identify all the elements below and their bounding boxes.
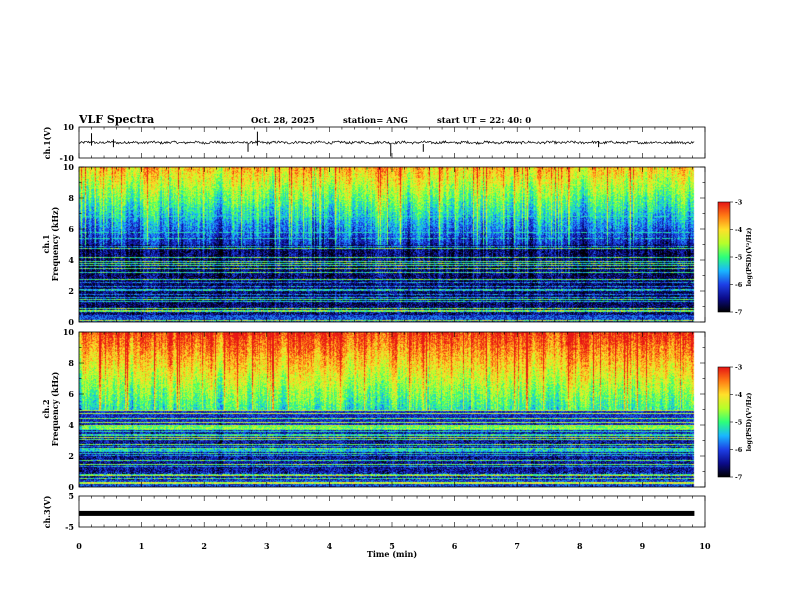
ch3-ytick-top: 5: [68, 491, 74, 501]
ch3-waveform-ticks: [78, 496, 706, 527]
ch2-channel-label: ch.2: [41, 399, 51, 418]
colorbar-tick-label: -4: [735, 226, 743, 234]
ch1-colorbar-tick-labels: -3 -4 -5 -6 -7: [730, 199, 743, 317]
colorbar-tick-label: -3: [735, 199, 743, 207]
ch1-spectrogram-ticks: [78, 166, 706, 323]
time-tick-label: 1: [139, 541, 145, 551]
ch2-colorbar: -3 -4 -5 -6 -7 log(PSD)(V²/Hz): [717, 364, 753, 482]
frequency-tick-label: 10: [63, 162, 75, 172]
frequency-tick-label: 2: [68, 286, 74, 296]
time-tick-label: 10: [699, 541, 711, 551]
time-axis-label: Time (min): [367, 549, 417, 559]
ch2-spectrogram-ticks: [78, 331, 706, 488]
time-tick-label: 2: [201, 541, 207, 551]
ch1-frequency-tick-labels: 0 2 4 6 8 10: [63, 162, 75, 327]
ch1-waveform-ylabel: ch.1(V): [42, 126, 52, 159]
time-tick-label: 8: [577, 541, 583, 551]
colorbar-tick-label: -4: [735, 391, 743, 399]
time-tick-label: 3: [264, 541, 270, 551]
ch1-channel-label: ch.1: [41, 234, 51, 253]
colorbar-tick-label: -6: [735, 446, 743, 454]
time-tick-label: 4: [327, 541, 333, 551]
ch1-frequency-ylabel: Frequency (kHz): [50, 206, 60, 281]
time-tick-label: 7: [514, 541, 520, 551]
colorbar-tick-label: -6: [735, 281, 743, 289]
ch1-waveform-panel: 10 -10 ch.1(V): [42, 122, 706, 163]
ch1-colorbar: -3 -4 -5 -6 -7 log(PSD)(V²/Hz): [717, 199, 753, 317]
colorbar-tick-label: -5: [735, 254, 743, 262]
frequency-tick-label: 6: [68, 224, 74, 234]
frequency-tick-label: 6: [68, 389, 74, 399]
ch3-waveform-panel: 5 -5 ch.3(V): [42, 491, 706, 532]
colorbar-tick-label: -5: [735, 419, 743, 427]
date-label: Oct. 28, 2025: [251, 116, 315, 126]
time-tick-label: 6: [452, 541, 458, 551]
start-time-label: start UT = 22: 40: 0: [437, 116, 531, 126]
frequency-tick-label: 10: [63, 327, 75, 337]
ch1-waveform-line: [78, 140, 695, 145]
ch1-colorbar-gradient: [718, 202, 730, 312]
colorbar-tick-label: -7: [735, 474, 742, 482]
frequency-tick-label: 4: [68, 420, 74, 430]
ch1-waveform-spikes: [91, 131, 600, 157]
ch2-frequency-tick-labels: 0 2 4 6 8 10: [63, 327, 75, 492]
ch1-spectrogram-image: [79, 167, 705, 322]
ch1-waveform-ticks: [78, 127, 706, 158]
frequency-tick-label: 4: [68, 255, 74, 265]
ch3-ytick-bottom: -5: [65, 522, 74, 532]
ch2-spectrogram-canvas: [79, 332, 705, 487]
colorbar-tick-label: -7: [735, 309, 742, 317]
frequency-tick-label: 0: [68, 482, 74, 492]
ch1-colorbar-label: log(PSD)(V²/Hz): [745, 228, 753, 287]
ch2-spectrogram-image: [79, 332, 705, 487]
frequency-tick-label: 8: [68, 193, 74, 203]
ch2-colorbar-label: log(PSD)(V²/Hz): [745, 393, 753, 452]
frequency-tick-label: 0: [68, 317, 74, 327]
ch1-spectrogram-panel: 0 2 4 6 8 10 ch.1 Frequency (kHz): [41, 162, 706, 327]
time-tick-label: 0: [76, 541, 82, 551]
ch1-ytick-bottom: -10: [60, 153, 75, 163]
ch2-colorbar-gradient: [718, 367, 730, 477]
ch2-frequency-ylabel: Frequency (kHz): [50, 371, 60, 446]
figure-title: VLF Spectra: [78, 113, 154, 126]
time-tick-label: 5: [389, 541, 395, 551]
ch3-waveform-ylabel: ch.3(V): [42, 495, 52, 528]
station-label: station= ANG: [343, 116, 408, 126]
ch2-spectrogram-panel: 0 2 4 6 8 10 ch.2 Frequency (kHz): [41, 327, 706, 492]
ch2-colorbar-tick-labels: -3 -4 -5 -6 -7: [730, 364, 743, 482]
ch3-waveform-line: [79, 510, 695, 516]
time-tick-label: 9: [640, 541, 646, 551]
ch1-ytick-top: 10: [63, 122, 75, 132]
time-axis-tick-labels: 0 1 2 3 4 5 6 7 8 9 10: [76, 541, 711, 551]
frequency-tick-label: 8: [68, 358, 74, 368]
ch1-spectrogram-canvas: [79, 167, 705, 322]
colorbar-tick-label: -3: [735, 364, 743, 372]
frequency-tick-label: 2: [68, 451, 74, 461]
